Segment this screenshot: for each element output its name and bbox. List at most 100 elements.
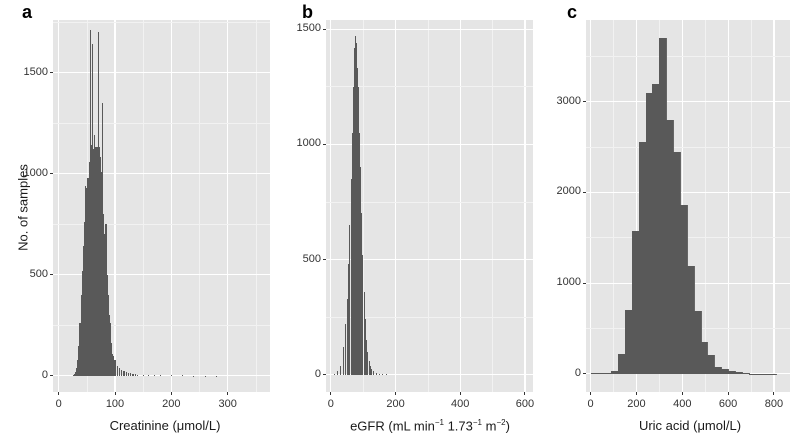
histogram-bar — [132, 373, 134, 376]
y-tick-mark — [50, 173, 53, 175]
histogram-bar — [346, 298, 348, 375]
histogram-bar — [127, 372, 130, 376]
histogram-bar — [82, 246, 84, 376]
x-tick-label: 800 — [764, 398, 784, 410]
panel-letter-b: b — [302, 2, 313, 22]
histogram-bar — [356, 52, 358, 375]
histogram-bar — [108, 315, 110, 376]
histogram-bar — [142, 374, 144, 376]
minor-gridline-y — [586, 146, 790, 148]
histogram-bar — [116, 365, 118, 376]
minor-gridline-x — [255, 20, 257, 392]
histogram-bar — [354, 47, 356, 375]
x-tick-mark — [524, 392, 526, 395]
histogram-bar — [375, 372, 377, 375]
y-tick-label: 3000 — [556, 94, 581, 107]
histogram-bar — [84, 222, 86, 376]
major-gridline-x — [330, 20, 332, 392]
major-gridline-x — [524, 20, 526, 392]
y-tick-label: 0 — [41, 368, 48, 381]
y-tick-label: 2000 — [556, 185, 581, 198]
minor-gridline-x — [427, 20, 429, 392]
xlabel-sup: −1 — [472, 418, 482, 427]
histogram-bar — [104, 234, 106, 376]
histogram-bar — [89, 30, 91, 376]
histogram-bar — [153, 375, 156, 376]
y-tick-mark — [323, 28, 326, 30]
minor-gridline-y — [326, 86, 533, 88]
histogram-bar — [73, 373, 75, 376]
histogram-bar — [333, 373, 335, 375]
x-tick-mark — [590, 392, 592, 395]
y-tick-label: 500 — [302, 252, 321, 265]
x-tick-label: 200 — [627, 398, 646, 410]
xlabel-part: ) — [505, 418, 510, 434]
major-gridline-x — [394, 20, 397, 392]
histogram-bar — [360, 213, 362, 375]
xlabel-part: m — [482, 418, 497, 434]
panel-a-plot-area — [53, 20, 270, 392]
histogram-bar — [103, 214, 105, 376]
x-tick-label: 0 — [587, 398, 594, 410]
histogram-bar — [94, 135, 96, 376]
histogram-bar — [368, 360, 370, 375]
histogram-bar — [96, 147, 98, 376]
y-tick-mark — [583, 101, 586, 103]
major-gridline-x — [227, 20, 229, 392]
histogram-bar — [355, 43, 357, 375]
xlabel-part: 1.73 — [443, 418, 473, 434]
histogram-bar — [130, 373, 132, 376]
histogram-bar — [159, 375, 161, 376]
histogram-bar — [113, 355, 115, 376]
histogram-bar — [345, 324, 347, 375]
x-tick-mark — [330, 392, 332, 395]
major-gridline-x — [773, 20, 775, 392]
panel-c-plot-area — [586, 20, 790, 392]
y-tick-label: 1500 — [23, 65, 48, 78]
histogram-bar — [85, 185, 87, 376]
x-tick-mark — [395, 392, 397, 395]
major-gridline-x — [635, 20, 637, 392]
histogram-bar — [364, 319, 366, 375]
x-tick-label: 300 — [218, 398, 237, 410]
minor-gridline-y — [326, 316, 533, 318]
histogram-bar — [98, 147, 100, 376]
major-gridline-x — [58, 20, 60, 392]
y-tick-label: 1000 — [296, 137, 321, 150]
histogram-bar — [371, 368, 373, 375]
y-tick-mark — [323, 143, 326, 145]
histogram-bar — [362, 254, 364, 375]
histogram-bar — [369, 365, 371, 375]
histogram-bar — [353, 86, 354, 375]
y-tick-label: 1000 — [23, 166, 48, 179]
y-tick-label: 0 — [574, 366, 581, 379]
histogram-bar — [112, 353, 114, 376]
panel-c-x-axis-label: Uric acid (μmol/L) — [638, 418, 742, 433]
minor-gridline-y — [586, 55, 790, 57]
panel-b-plot-area — [326, 20, 533, 392]
major-gridline-y — [586, 101, 790, 103]
y-tick-label: 0 — [314, 367, 321, 380]
histogram-bar — [367, 351, 369, 375]
y-tick-mark — [50, 72, 53, 74]
minor-gridline-y — [326, 201, 533, 203]
major-gridline-y — [586, 191, 790, 193]
histogram-bar — [95, 147, 97, 376]
histogram-bar — [340, 365, 342, 375]
minor-gridline-x — [750, 20, 752, 392]
histogram-bar — [353, 63, 355, 375]
histogram-bar — [107, 294, 109, 376]
major-gridline-y — [53, 274, 270, 276]
histogram-bar — [357, 68, 358, 375]
y-tick-mark — [50, 274, 53, 276]
histogram-bar — [121, 369, 123, 376]
panel-letter-a: a — [22, 2, 33, 22]
panel-a-x-axis-label: Creatinine (μmol/L) — [109, 418, 221, 433]
y-tick-mark — [583, 282, 586, 284]
x-tick-mark — [635, 392, 637, 395]
histogram-bar — [363, 291, 365, 375]
minor-gridline-y — [53, 324, 270, 326]
x-tick-label: 0 — [55, 398, 62, 410]
minor-gridline-x — [704, 20, 706, 392]
x-tick-label: 200 — [162, 398, 181, 410]
